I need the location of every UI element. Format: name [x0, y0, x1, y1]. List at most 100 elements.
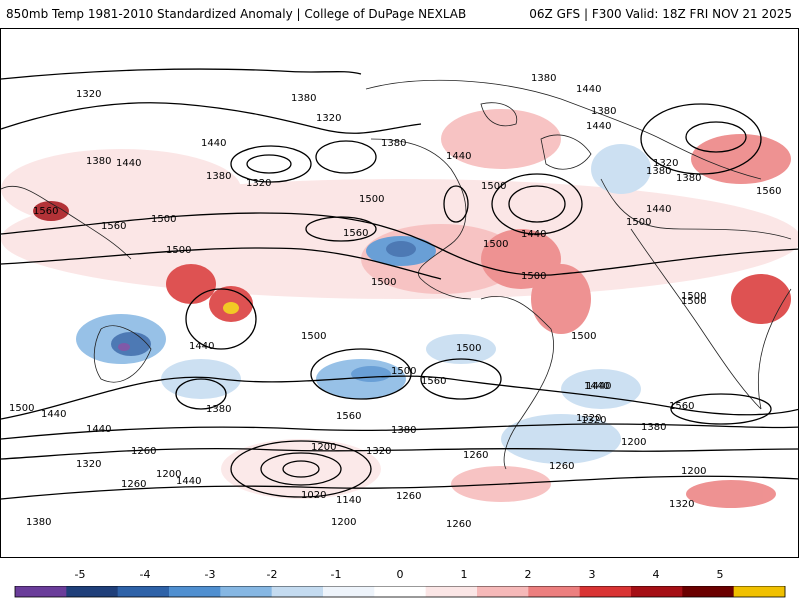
contour-label: 1500	[456, 343, 481, 354]
contour-label: 1440	[189, 341, 214, 352]
contour-label: 1500	[359, 194, 384, 205]
colorbar-tick: 4	[652, 568, 660, 581]
contour-label: 1380	[391, 425, 416, 436]
colorbar-tick: -1	[330, 568, 342, 581]
anomaly-map: 1320 1380 1380 1320 1440 1380 1380 1440 …	[1, 68, 798, 530]
contour-label: 1440	[584, 381, 609, 392]
colorbar-segment	[169, 586, 221, 597]
contour-label: 1440	[586, 381, 611, 392]
contour-label: 1320	[246, 178, 271, 189]
contour-label: 1320	[366, 446, 391, 457]
contour-label: 1320	[316, 113, 341, 124]
colorbar-segment	[66, 586, 119, 597]
contour-labels: 1320 1380 1380 1320 1440 1380 1380 1440 …	[9, 73, 781, 530]
contour-label: 1380	[86, 156, 111, 167]
contour-label: 1260	[396, 491, 421, 502]
colorbar-segment	[528, 586, 581, 597]
colorbar-tick: -2	[266, 568, 278, 581]
contour-label: 1560	[343, 228, 368, 239]
contour-label: 1440	[116, 158, 141, 169]
contour-label: 1440	[576, 84, 601, 95]
colorbar-segment	[477, 586, 529, 597]
colorbar-tick: 2	[524, 568, 532, 581]
contour-label: 1440	[521, 229, 546, 240]
contour-label: 1260	[463, 450, 488, 461]
contour-label: 1320	[669, 499, 694, 510]
contour-label: 1440	[586, 121, 611, 132]
colorbar-segment	[220, 586, 273, 597]
contour-label: 1380	[646, 166, 671, 177]
contour-label: 1380	[641, 422, 666, 433]
contour-label: 1500	[391, 366, 416, 377]
contour-label: 1200	[621, 437, 646, 448]
contour-label: 1500	[681, 296, 706, 307]
colorbar-segment	[117, 586, 170, 597]
contour-label: 1200	[311, 442, 336, 453]
contour-label: 1020	[301, 490, 326, 501]
contour-label: 1500	[151, 214, 176, 225]
colorbar-tick: -4	[139, 568, 151, 581]
coastlines	[1, 79, 792, 470]
colorbar-segment	[579, 586, 632, 597]
contour-label: 1560	[756, 186, 781, 197]
contour-label: 1440	[646, 204, 671, 215]
contour-label: 1380	[591, 106, 616, 117]
colorbar-tick: -3	[204, 568, 216, 581]
map-title: 850mb Temp 1981-2010 Standardized Anomal…	[6, 7, 467, 21]
contour-label: 1440	[176, 476, 201, 487]
contour-label: 1260	[446, 519, 471, 530]
contour-label: 1380	[206, 171, 231, 182]
contour-label: 1380	[291, 93, 316, 104]
colorbar-segment	[323, 586, 375, 597]
contour-label: 1260	[121, 479, 146, 490]
contour-label: 1440	[41, 409, 66, 420]
contour-label: 1440	[86, 424, 111, 435]
contour-label: 1320	[76, 459, 101, 470]
contour-label: 1500	[9, 403, 34, 414]
height-contours	[1, 68, 798, 500]
colorbar-tick: 3	[588, 568, 596, 581]
run-info: 06Z GFS | F300 Valid: 18Z FRI NOV 21 202…	[529, 7, 792, 21]
contour-label: 1380	[381, 138, 406, 149]
contour-label: 1440	[201, 138, 226, 149]
contour-label: 1560	[33, 206, 58, 217]
colorbar-segment	[425, 586, 478, 597]
colorbar-tick: 1	[460, 568, 468, 581]
colorbar-segment	[733, 586, 786, 597]
contour-label: 1320	[576, 413, 601, 424]
contour-label: 1560	[101, 221, 126, 232]
contour-label: 1260	[131, 446, 156, 457]
contour-label: 1140	[336, 495, 361, 506]
contour-label: 1320	[581, 415, 606, 426]
contour-label: 1260	[549, 461, 574, 472]
colorbar-segment	[15, 586, 67, 597]
contour-label: 1380	[676, 173, 701, 184]
contour-label: 1500	[483, 239, 508, 250]
colorbar-segment	[682, 586, 735, 597]
contour-label: 1440	[446, 151, 471, 162]
contour-label: 1320	[653, 158, 678, 169]
contour-label: 1380	[206, 404, 231, 415]
contour-label: 1500	[571, 331, 596, 342]
contour-label: 1500	[371, 277, 396, 288]
colorbar-ticks: -5 -4 -3 -2 -1 0 1 2 3 4 5	[0, 568, 800, 582]
contour-label: 1560	[421, 376, 446, 387]
anomaly-shading	[1, 109, 798, 508]
map-panel: 1320 1380 1380 1320 1440 1380 1380 1440 …	[0, 28, 799, 558]
contour-label: 1200	[331, 517, 356, 528]
colorbar-segment	[374, 586, 427, 597]
header: 850mb Temp 1981-2010 Standardized Anomal…	[0, 0, 800, 28]
colorbar-segment	[631, 586, 683, 597]
colorbar-tick: 0	[396, 568, 404, 581]
contour-label: 1500	[626, 217, 651, 228]
contour-label: 1500	[481, 181, 506, 192]
contour-label: 1380	[531, 73, 556, 84]
colorbar-tick: 5	[716, 568, 724, 581]
contour-label: 1560	[336, 411, 361, 422]
colorbar: -5 -4 -3 -2 -1 0 1 2 3 4 5	[0, 568, 800, 600]
colorbar-scale	[14, 586, 786, 598]
colorbar-tick: -5	[74, 568, 86, 581]
contour-label: 1500	[166, 245, 191, 256]
contour-label: 1200	[156, 469, 181, 480]
contour-label: 1500	[521, 271, 546, 282]
